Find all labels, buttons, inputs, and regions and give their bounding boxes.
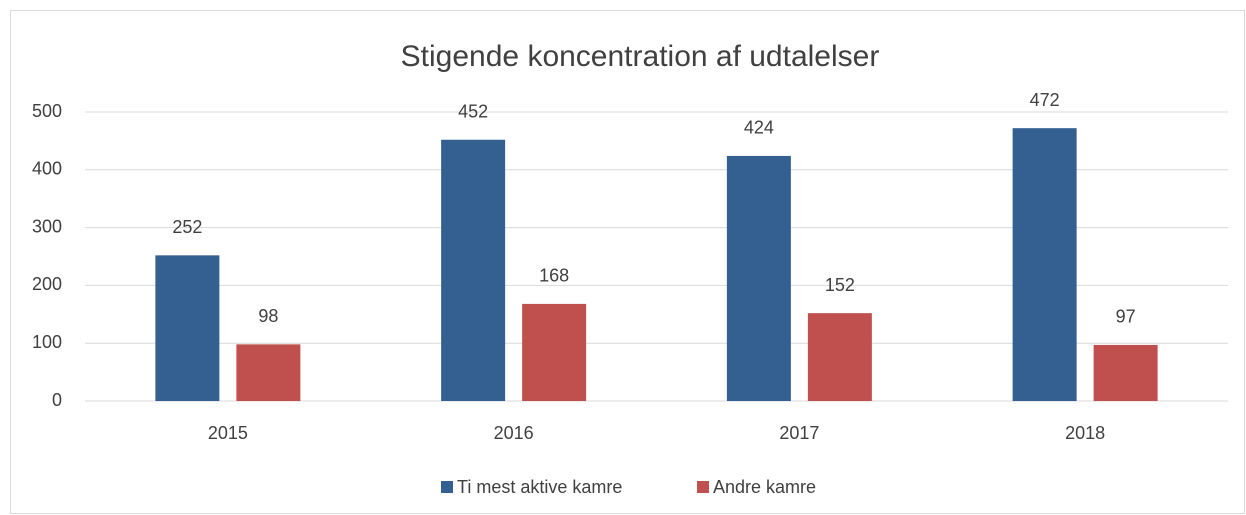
legend-swatch [697, 481, 709, 493]
bar [726, 155, 791, 401]
x-tick-label: 2016 [494, 423, 534, 443]
data-label: 168 [539, 266, 569, 286]
bar [236, 344, 301, 401]
chart-title: Stigende koncentration af udtalelser [401, 40, 880, 73]
x-tick-label: 2018 [1065, 423, 1105, 443]
bar [522, 303, 587, 401]
data-label: 152 [825, 275, 855, 295]
legend-label: Andre kamre [713, 477, 816, 497]
bar [441, 139, 506, 401]
bar [1093, 344, 1158, 401]
bar [1012, 128, 1077, 401]
data-label: 252 [172, 217, 202, 237]
data-label: 452 [458, 101, 488, 121]
legend-label: Ti mest aktive kamre [457, 477, 622, 497]
y-tick-label: 200 [32, 274, 62, 294]
data-label: 472 [1030, 90, 1060, 110]
bar [155, 255, 220, 401]
legend-swatch [441, 481, 453, 493]
bar [807, 313, 872, 401]
data-label: 97 [1116, 307, 1136, 327]
y-tick-label: 400 [32, 159, 62, 179]
y-tick-label: 0 [52, 390, 62, 410]
x-tick-label: 2015 [208, 423, 248, 443]
data-label: 98 [258, 306, 278, 326]
data-label: 424 [744, 118, 774, 138]
y-tick-label: 500 [32, 101, 62, 121]
y-tick-label: 300 [32, 216, 62, 236]
y-tick-label: 100 [32, 332, 62, 352]
x-tick-label: 2017 [779, 423, 819, 443]
